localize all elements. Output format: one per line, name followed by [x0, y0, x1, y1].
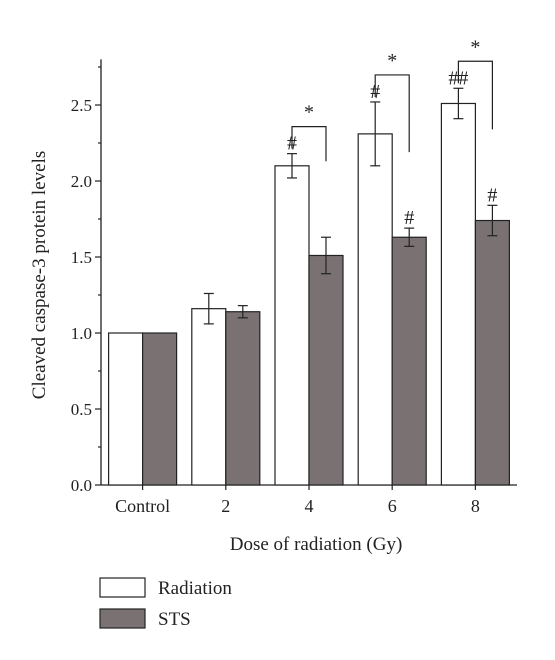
- bar-radiation-8: [440, 102, 476, 486]
- hash-marker: #: [404, 207, 414, 229]
- significance-bracket: [457, 60, 493, 130]
- bar-radiation-control: [107, 332, 144, 486]
- y-tick-label: 0.0: [71, 476, 92, 495]
- x-axis-label: Dose of radiation (Gy): [230, 534, 403, 555]
- bar-sts-6: [391, 236, 427, 486]
- significance-star: *: [387, 50, 397, 72]
- x-tick-label: 6: [388, 496, 397, 516]
- y-axis-ticks: 0.0 0.5 1.0 1.5 2.0 2.5: [71, 66, 101, 495]
- bar-sts-4: [308, 254, 344, 486]
- error-bars: [203, 87, 498, 325]
- annotations: #*##*###*: [287, 36, 497, 229]
- bar-radiation-6: [357, 133, 393, 486]
- x-tick-label: Control: [115, 496, 170, 516]
- legend-swatch-radiation: [99, 577, 146, 598]
- y-tick-label: 0.5: [71, 400, 92, 419]
- legend-label-radiation: Radiation: [158, 578, 232, 599]
- bar-sts-control: [142, 332, 178, 486]
- legend-swatch-sts: [99, 608, 146, 629]
- x-tick-label: 2: [221, 496, 230, 516]
- x-tick-label: 4: [305, 496, 314, 516]
- y-tick-label: 1.5: [71, 248, 92, 267]
- x-axis-tick-labels: Control 2 4 6 8: [115, 496, 480, 516]
- x-tick-label: 8: [471, 496, 480, 516]
- bar-sts-8: [474, 219, 510, 486]
- bar-radiation-4: [274, 165, 310, 486]
- significance-star: *: [470, 36, 480, 58]
- y-tick-label: 2.5: [71, 96, 92, 115]
- y-tick-label: 2.0: [71, 172, 92, 191]
- y-axis-label: Cleaved caspase-3 protein levels: [29, 151, 50, 399]
- legend-label-sts: STS: [158, 609, 191, 630]
- significance-star: *: [304, 102, 314, 124]
- significance-bracket: [291, 126, 327, 162]
- significance-bracket: [374, 74, 410, 153]
- bar-sts-2: [225, 311, 261, 486]
- bar-radiation-2: [191, 308, 227, 486]
- y-tick-label: 1.0: [71, 324, 92, 343]
- hash-marker: #: [487, 184, 497, 206]
- bars: [107, 102, 510, 486]
- legend: Radiation STS: [99, 577, 232, 630]
